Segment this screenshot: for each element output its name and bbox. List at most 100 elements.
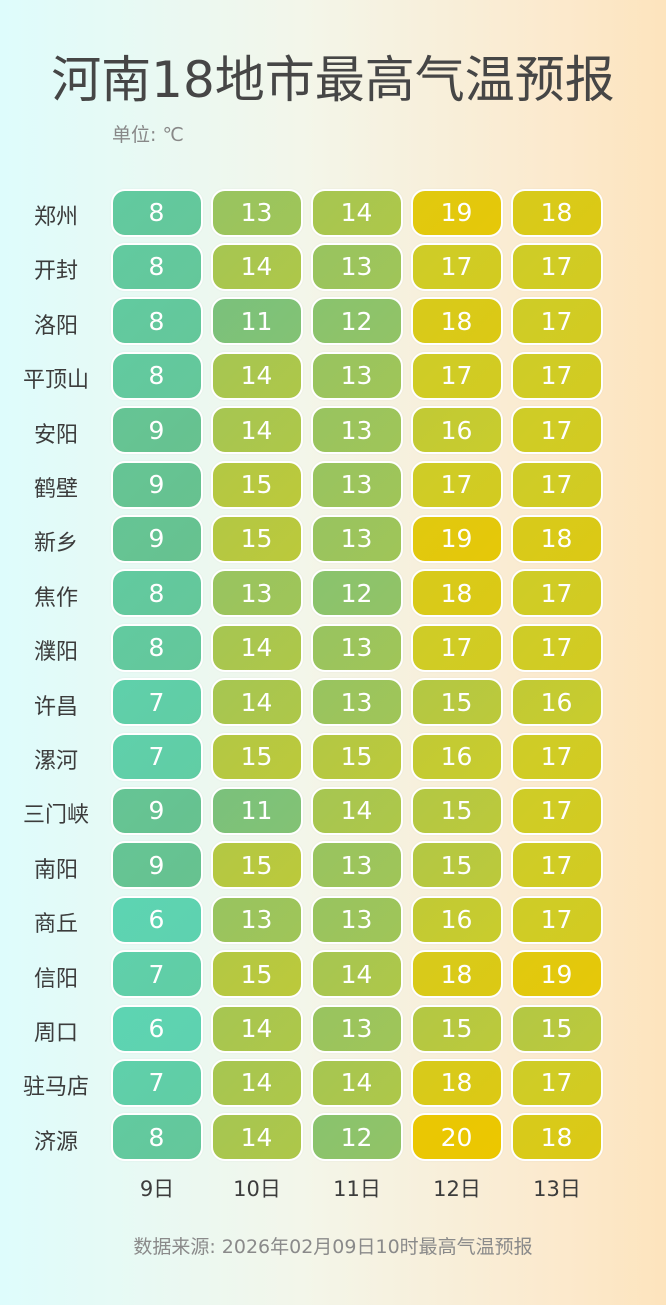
heatmap-cell: 18 (410, 569, 503, 618)
row-label: 洛阳 (33, 313, 78, 339)
heatmap-cell: 7 (110, 950, 203, 999)
heatmap-cell: 19 (510, 950, 603, 999)
heatmap-cell: 7 (110, 678, 203, 727)
row-label: 周口 (33, 1021, 78, 1046)
heatmap-cell: 9 (110, 786, 203, 835)
heatmap-cell: 17 (510, 895, 603, 944)
row-label: 濮阳 (33, 640, 78, 666)
row-label: 商丘 (33, 912, 78, 938)
heatmap-cell: 7 (110, 1058, 203, 1107)
heatmap-cell: 9 (110, 514, 203, 563)
row-label: 信阳 (33, 966, 78, 992)
heatmap-cell: 17 (410, 242, 503, 291)
heatmap-cell: 15 (210, 950, 303, 999)
chart-title: 河南18地市最高气温预报 (51, 51, 615, 109)
heatmap-cell: 8 (110, 623, 203, 672)
heatmap-cell: 18 (510, 1113, 603, 1162)
row-label: 焦作 (33, 585, 78, 611)
heatmap-cell: 14 (210, 1058, 303, 1107)
heatmap-cell: 15 (410, 786, 503, 835)
column-label: 10日 (233, 1177, 281, 1201)
heatmap-cell: 18 (410, 950, 503, 999)
heatmap-cell: 14 (210, 623, 303, 672)
heatmap-cell: 14 (210, 1113, 303, 1162)
heatmap-cell: 16 (410, 406, 503, 455)
heatmap-cell: 15 (410, 1004, 503, 1053)
heatmap-cell: 14 (210, 406, 303, 455)
row-label: 漯河 (33, 749, 78, 774)
heatmap-cell: 19 (410, 514, 503, 563)
heatmap-cell: 13 (310, 351, 403, 400)
heatmap-cell: 20 (410, 1113, 503, 1162)
heatmap-cell: 13 (310, 678, 403, 727)
heatmap-cell: 6 (110, 895, 203, 944)
heatmap-cell: 9 (110, 406, 203, 455)
heatmap-cell: 8 (110, 188, 203, 237)
heatmap-cell: 17 (510, 297, 603, 346)
heatmap-cell: 17 (510, 732, 603, 781)
heatmap-cell: 13 (210, 188, 303, 237)
heatmap-cell: 8 (110, 351, 203, 400)
heatmap-cell: 13 (310, 895, 403, 944)
heatmap-cell: 8 (110, 297, 203, 346)
heatmap-cell: 7 (110, 732, 203, 781)
row-label: 安阳 (33, 422, 78, 448)
heatmap-cell: 16 (410, 895, 503, 944)
heatmap-cell: 17 (510, 351, 603, 400)
heatmap-cell: 14 (210, 678, 303, 727)
row-label: 三门峡 (22, 803, 89, 829)
heatmap-cell: 14 (210, 1004, 303, 1053)
heatmap-cell: 13 (310, 623, 403, 672)
heatmap-cell: 17 (510, 460, 603, 509)
data-source-note: 数据来源: 2026年02月09日10时最高气温预报 (133, 1236, 533, 1258)
heatmap-cell: 19 (410, 188, 503, 237)
heatmap-cell: 11 (210, 786, 303, 835)
heatmap-cell: 14 (210, 351, 303, 400)
heatmap-cell: 8 (110, 569, 203, 618)
heatmap-cell: 16 (410, 732, 503, 781)
heatmap-cell: 14 (310, 950, 403, 999)
heatmap-cell: 15 (410, 841, 503, 890)
heatmap-cell: 15 (410, 678, 503, 727)
heatmap-cell: 13 (210, 569, 303, 618)
row-label: 许昌 (33, 694, 78, 720)
row-label: 开封 (33, 259, 78, 285)
heatmap-cell: 15 (210, 732, 303, 781)
heatmap-cell: 17 (510, 242, 603, 291)
heatmap-cell: 17 (410, 351, 503, 400)
row-label: 新乡 (33, 531, 78, 557)
heatmap-cell: 13 (210, 895, 303, 944)
heatmap-cell: 12 (310, 1113, 403, 1162)
row-label: 济源 (33, 1129, 78, 1155)
row-label: 平顶山 (22, 368, 89, 394)
heatmap-cell: 9 (110, 460, 203, 509)
heatmap-cell: 17 (510, 786, 603, 835)
row-label: 南阳 (33, 857, 78, 883)
heatmap-cell: 18 (410, 297, 503, 346)
heatmap-cell: 18 (510, 188, 603, 237)
heatmap-cell: 13 (310, 841, 403, 890)
heatmap-cell: 15 (210, 460, 303, 509)
heatmap-cell: 13 (310, 406, 403, 455)
heatmap-cell: 14 (210, 242, 303, 291)
heatmap-cell: 15 (510, 1004, 603, 1053)
heatmap-cell: 13 (310, 242, 403, 291)
heatmap-cell: 17 (510, 623, 603, 672)
heatmap-cell: 18 (410, 1058, 503, 1107)
column-label: 11日 (333, 1177, 381, 1201)
column-label: 12日 (433, 1177, 481, 1201)
heatmap-cell: 17 (510, 569, 603, 618)
row-label: 鹤壁 (33, 477, 78, 502)
heatmap-cell: 14 (310, 786, 403, 835)
heatmap-cell: 17 (510, 406, 603, 455)
heatmap-cell: 6 (110, 1004, 203, 1053)
heatmap-cell: 15 (210, 841, 303, 890)
heatmap-cell: 13 (310, 1004, 403, 1053)
heatmap-cell: 17 (410, 623, 503, 672)
heatmap-cell: 11 (210, 297, 303, 346)
column-label: 9日 (139, 1177, 175, 1201)
heatmap-cell: 12 (310, 297, 403, 346)
heatmap-cell: 15 (310, 732, 403, 781)
heatmap-cell: 16 (510, 678, 603, 727)
row-label: 郑州 (33, 205, 78, 230)
